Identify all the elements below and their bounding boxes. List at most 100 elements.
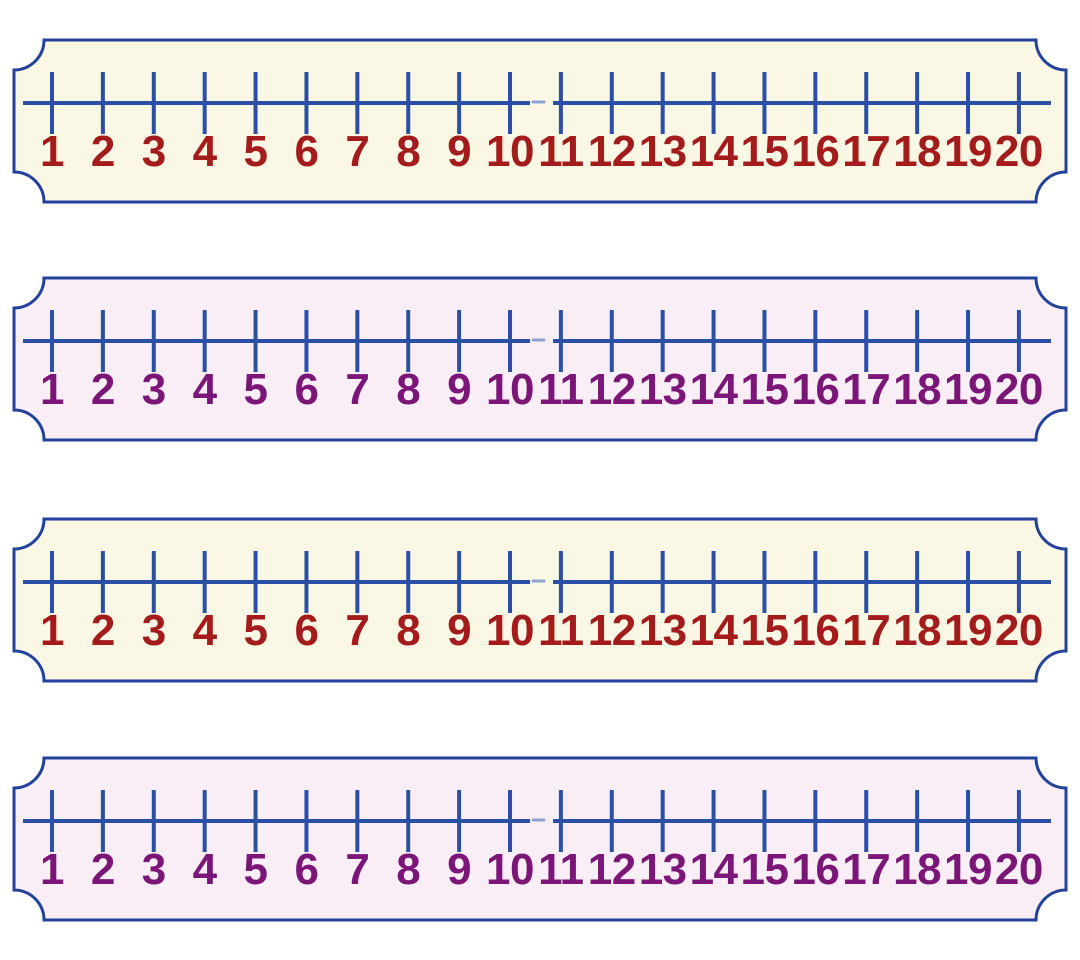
number-label-20: 20 bbox=[994, 606, 1043, 655]
number-line-card-2: 1 2 3 4 5 6 7 8 9 10 11 12 13 14 15 16 17 18 19 20 bbox=[12, 276, 1068, 442]
number-label-8: 8 bbox=[396, 127, 421, 176]
number-label-15: 15 bbox=[740, 365, 789, 414]
plaque-border bbox=[12, 38, 1068, 204]
number-row: 1 2 3 4 5 6 7 8 9 10 11 12 13 14 15 16 17 18 19 20 bbox=[12, 517, 1068, 683]
number-label-3: 3 bbox=[141, 606, 166, 655]
tick-marks bbox=[50, 551, 1021, 613]
number-label-5: 5 bbox=[243, 845, 268, 894]
number-label-12: 12 bbox=[587, 845, 636, 894]
number-label-14: 14 bbox=[689, 606, 738, 655]
number-row: 1 2 3 4 5 6 7 8 9 10 11 12 13 14 15 16 17 18 19 20 bbox=[12, 38, 1068, 204]
number-label-4: 4 bbox=[192, 606, 217, 655]
plaque-frame bbox=[12, 38, 1068, 204]
number-line-card-1: 1 2 3 4 5 6 7 8 9 10 11 12 13 14 15 16 17 18 19 20 bbox=[12, 38, 1068, 204]
number-label-3: 3 bbox=[141, 845, 166, 894]
tick-marks bbox=[50, 310, 1021, 372]
number-label-2: 2 bbox=[90, 606, 115, 655]
number-label-7: 7 bbox=[345, 365, 370, 414]
plaque-border bbox=[12, 756, 1068, 922]
number-label-18: 18 bbox=[893, 127, 942, 176]
number-label-7: 7 bbox=[345, 606, 370, 655]
number-label-1: 1 bbox=[40, 845, 64, 894]
number-label-20: 20 bbox=[994, 845, 1043, 894]
number-label-4: 4 bbox=[192, 365, 217, 414]
number-label-10: 10 bbox=[486, 606, 534, 655]
number-label-10: 10 bbox=[486, 845, 534, 894]
number-label-18: 18 bbox=[893, 606, 942, 655]
plaque-frame bbox=[12, 276, 1068, 442]
number-line-card-4: 1 2 3 4 5 6 7 8 9 10 11 12 13 14 15 16 17 18 19 20 bbox=[12, 756, 1068, 922]
number-label-12: 12 bbox=[587, 365, 636, 414]
number-label-20: 20 bbox=[994, 127, 1043, 176]
number-label-15: 15 bbox=[740, 845, 789, 894]
number-label-16: 16 bbox=[791, 365, 840, 414]
number-label-5: 5 bbox=[243, 127, 268, 176]
number-label-2: 2 bbox=[90, 365, 115, 414]
number-label-10: 10 bbox=[486, 365, 534, 414]
number-row: 1 2 3 4 5 6 7 8 9 10 11 12 13 14 15 16 17 18 19 20 bbox=[12, 756, 1068, 922]
tick-marks bbox=[50, 72, 1021, 134]
plaque-border bbox=[12, 517, 1068, 683]
number-label-11: 11 bbox=[538, 365, 584, 414]
number-label-17: 17 bbox=[842, 606, 891, 655]
number-label-19: 19 bbox=[944, 127, 992, 176]
number-label-15: 15 bbox=[740, 127, 789, 176]
number-label-1: 1 bbox=[40, 127, 64, 176]
plaque-frame bbox=[12, 756, 1068, 922]
number-label-6: 6 bbox=[294, 365, 319, 414]
number-label-9: 9 bbox=[447, 365, 472, 414]
number-label-6: 6 bbox=[294, 127, 319, 176]
plaque-border bbox=[12, 276, 1068, 442]
number-label-16: 16 bbox=[791, 606, 840, 655]
tick-marks bbox=[50, 790, 1021, 852]
number-label-12: 12 bbox=[587, 606, 636, 655]
number-label-5: 5 bbox=[243, 606, 268, 655]
number-label-15: 15 bbox=[740, 606, 789, 655]
number-label-1: 1 bbox=[40, 606, 64, 655]
number-row: 1 2 3 4 5 6 7 8 9 10 11 12 13 14 15 16 17 18 19 20 bbox=[12, 276, 1068, 442]
number-label-8: 8 bbox=[396, 365, 421, 414]
number-label-2: 2 bbox=[90, 127, 115, 176]
number-line-card-3: 1 2 3 4 5 6 7 8 9 10 11 12 13 14 15 16 17 18 19 20 bbox=[12, 517, 1068, 683]
number-label-3: 3 bbox=[141, 365, 166, 414]
number-label-19: 19 bbox=[944, 606, 992, 655]
number-label-10: 10 bbox=[486, 127, 534, 176]
number-label-16: 16 bbox=[791, 845, 840, 894]
number-label-3: 3 bbox=[141, 127, 166, 176]
number-label-9: 9 bbox=[447, 845, 472, 894]
number-label-7: 7 bbox=[345, 127, 370, 176]
number-label-19: 19 bbox=[944, 845, 992, 894]
number-label-9: 9 bbox=[447, 127, 472, 176]
number-label-11: 11 bbox=[538, 845, 584, 894]
number-label-17: 17 bbox=[842, 365, 891, 414]
number-label-6: 6 bbox=[294, 845, 319, 894]
number-label-14: 14 bbox=[689, 365, 738, 414]
number-label-16: 16 bbox=[791, 127, 840, 176]
number-label-11: 11 bbox=[538, 606, 584, 655]
number-label-19: 19 bbox=[944, 365, 992, 414]
number-label-14: 14 bbox=[689, 845, 738, 894]
number-label-4: 4 bbox=[192, 127, 217, 176]
number-label-20: 20 bbox=[994, 365, 1043, 414]
number-label-4: 4 bbox=[192, 845, 217, 894]
number-label-14: 14 bbox=[689, 127, 738, 176]
number-label-13: 13 bbox=[638, 606, 687, 655]
number-label-6: 6 bbox=[294, 606, 319, 655]
plaque-frame bbox=[12, 517, 1068, 683]
number-label-13: 13 bbox=[638, 365, 687, 414]
number-label-13: 13 bbox=[638, 845, 687, 894]
number-label-13: 13 bbox=[638, 127, 687, 176]
number-label-1: 1 bbox=[40, 365, 64, 414]
number-label-18: 18 bbox=[893, 845, 942, 894]
number-label-8: 8 bbox=[396, 606, 421, 655]
number-label-5: 5 bbox=[243, 365, 268, 414]
number-label-17: 17 bbox=[842, 127, 891, 176]
number-label-17: 17 bbox=[842, 845, 891, 894]
number-label-8: 8 bbox=[396, 845, 421, 894]
number-label-2: 2 bbox=[90, 845, 115, 894]
number-label-11: 11 bbox=[538, 127, 584, 176]
number-label-18: 18 bbox=[893, 365, 942, 414]
number-label-7: 7 bbox=[345, 845, 370, 894]
number-label-12: 12 bbox=[587, 127, 636, 176]
